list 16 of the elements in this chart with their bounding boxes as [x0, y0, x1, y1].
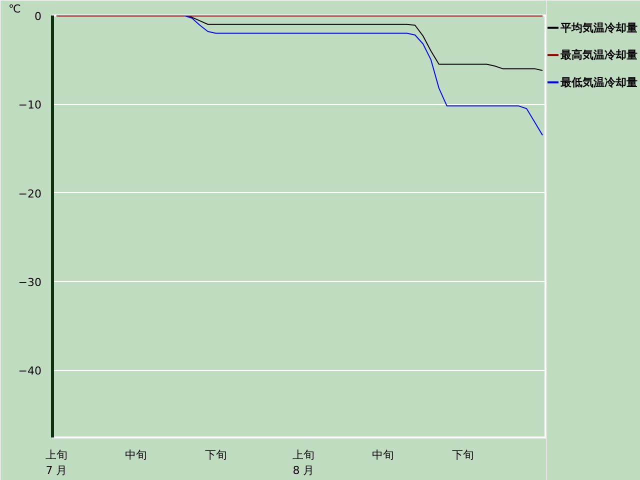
y-tick-label: −40	[18, 364, 42, 378]
y-tick-label: 0	[34, 10, 42, 23]
line-series	[56, 16, 544, 136]
x-tick-label: 上旬 7 月	[45, 448, 68, 478]
y-axis-title: ℃	[8, 2, 21, 16]
x-tick-label: 中旬	[125, 448, 148, 462]
y-tick-label: −30	[18, 276, 42, 289]
x-tick-label: 中旬	[372, 448, 394, 462]
x-tick-label: 下旬	[204, 448, 227, 462]
y-tick-label: −20	[18, 187, 42, 200]
x-tick-label: 下旬	[452, 448, 474, 462]
y-tick-label: −10	[18, 98, 42, 112]
x-tick-label: 上旬 8 月	[292, 448, 314, 478]
legend-label: 最高気温冷却量	[560, 48, 638, 62]
legend-label: 平均気温冷却量	[560, 21, 638, 34]
legend-label: 最低気温冷却量	[560, 76, 638, 89]
